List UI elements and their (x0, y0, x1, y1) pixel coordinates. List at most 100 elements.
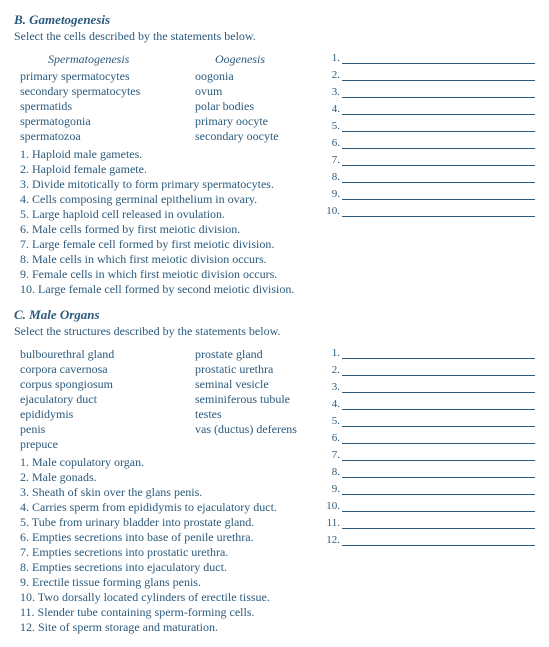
term-left: secondary spermatocytes (14, 84, 195, 99)
section-b-left: Spermatogenesis Oogenesis primary sperma… (14, 52, 314, 297)
answer-num: 9. (322, 483, 342, 495)
answer-blank[interactable] (342, 501, 535, 512)
answer-blank[interactable] (342, 450, 535, 461)
answer-num: 5. (322, 415, 342, 427)
term-right: oogonia (195, 69, 314, 84)
answer-blank[interactable] (342, 399, 535, 410)
term-left: spermatids (14, 99, 195, 114)
answer-blank[interactable] (342, 382, 535, 393)
term-right: primary oocyte (195, 114, 314, 129)
question: 2. Male gonads. (20, 470, 314, 485)
section-b-term-header: Spermatogenesis Oogenesis (14, 52, 314, 67)
term-left: spermatozoa (14, 129, 195, 144)
question: 10. Two dorsally located cylinders of er… (20, 590, 314, 605)
answer-num: 2. (322, 364, 342, 376)
term-right: polar bodies (195, 99, 314, 114)
term-right: secondary oocyte (195, 129, 314, 144)
answer-blank[interactable] (342, 104, 535, 115)
answer-blank[interactable] (342, 206, 535, 217)
question: 10. Large female cell formed by second m… (20, 282, 314, 297)
question: 7. Large female cell formed by first mei… (20, 237, 314, 252)
question: 4. Carries sperm from epididymis to ejac… (20, 500, 314, 515)
question: 8. Empties secretions into ejaculatory d… (20, 560, 314, 575)
answer-num: 6. (322, 432, 342, 444)
answer-num: 8. (322, 466, 342, 478)
term-right: prostatic urethra (195, 362, 314, 377)
header-spermatogenesis: Spermatogenesis (14, 52, 203, 67)
term-left: penis (14, 422, 195, 437)
question: 4. Cells composing germinal epithelium i… (20, 192, 314, 207)
section-c: C. Male Organs Select the structures des… (14, 307, 535, 635)
answer-blank[interactable] (342, 189, 535, 200)
term-right: testes (195, 407, 314, 422)
term-left: epididymis (14, 407, 195, 422)
answer-blank[interactable] (342, 416, 535, 427)
question: 9. Erectile tissue forming glans penis. (20, 575, 314, 590)
section-c-instruction: Select the structures described by the s… (14, 324, 535, 339)
answer-blank[interactable] (342, 467, 535, 478)
answer-blank[interactable] (342, 155, 535, 166)
term-right: prostate gland (195, 347, 314, 362)
answer-num: 4. (322, 103, 342, 115)
section-b-body: Spermatogenesis Oogenesis primary sperma… (14, 52, 535, 297)
answer-blank[interactable] (342, 53, 535, 64)
term-left: corpora cavernosa (14, 362, 195, 377)
answer-num: 3. (322, 381, 342, 393)
question: 7. Empties secretions into prostatic ure… (20, 545, 314, 560)
question: 6. Male cells formed by first meiotic di… (20, 222, 314, 237)
term-right (195, 437, 314, 452)
answer-blank[interactable] (342, 121, 535, 132)
answer-blank[interactable] (342, 87, 535, 98)
section-c-left: bulbourethral glandprostate gland corpor… (14, 347, 314, 635)
term-left: prepuce (14, 437, 195, 452)
section-c-questions: 1. Male copulatory organ. 2. Male gonads… (14, 455, 314, 635)
question: 2. Haploid female gamete. (20, 162, 314, 177)
answer-num: 6. (322, 137, 342, 149)
section-c-answers: 1. 2. 3. 4. 5. 6. 7. 8. 9. 10. 11. 12. (314, 347, 535, 551)
question: 11. Slender tube containing sperm-formin… (20, 605, 314, 620)
term-right: ovum (195, 84, 314, 99)
section-b-answers: 1. 2. 3. 4. 5. 6. 7. 8. 9. 10. (314, 52, 535, 222)
term-left: corpus spongiosum (14, 377, 195, 392)
answer-num: 4. (322, 398, 342, 410)
answer-blank[interactable] (342, 535, 535, 546)
answer-num: 5. (322, 120, 342, 132)
answer-blank[interactable] (342, 348, 535, 359)
answer-blank[interactable] (342, 433, 535, 444)
answer-blank[interactable] (342, 484, 535, 495)
answer-num: 10. (322, 500, 342, 512)
answer-blank[interactable] (342, 172, 535, 183)
section-b-questions: 1. Haploid male gametes. 2. Haploid fema… (14, 147, 314, 297)
term-right: seminiferous tubule (195, 392, 314, 407)
term-left: ejaculatory duct (14, 392, 195, 407)
section-c-body: bulbourethral glandprostate gland corpor… (14, 347, 535, 635)
answer-num: 7. (322, 449, 342, 461)
answer-blank[interactable] (342, 518, 535, 529)
term-left: bulbourethral gland (14, 347, 195, 362)
section-b-title: B. Gametogenesis (14, 12, 535, 28)
answer-blank[interactable] (342, 70, 535, 81)
section-b: B. Gametogenesis Select the cells descri… (14, 12, 535, 297)
answer-num: 3. (322, 86, 342, 98)
answer-num: 2. (322, 69, 342, 81)
answer-num: 12. (322, 534, 342, 546)
term-left: spermatogonia (14, 114, 195, 129)
question: 1. Haploid male gametes. (20, 147, 314, 162)
question: 8. Male cells in which first meiotic div… (20, 252, 314, 267)
answer-num: 10. (322, 205, 342, 217)
header-oogenesis: Oogenesis (203, 52, 314, 67)
question: 12. Site of sperm storage and maturation… (20, 620, 314, 635)
question: 6. Empties secretions into base of penil… (20, 530, 314, 545)
term-right: vas (ductus) deferens (195, 422, 314, 437)
answer-num: 1. (322, 347, 342, 359)
answer-blank[interactable] (342, 365, 535, 376)
question: 3. Divide mitotically to form primary sp… (20, 177, 314, 192)
question: 9. Female cells in which first meiotic d… (20, 267, 314, 282)
answer-num: 11. (322, 517, 342, 529)
answer-num: 8. (322, 171, 342, 183)
section-c-title: C. Male Organs (14, 307, 535, 323)
answer-num: 1. (322, 52, 342, 64)
question: 3. Sheath of skin over the glans penis. (20, 485, 314, 500)
answer-blank[interactable] (342, 138, 535, 149)
section-b-instruction: Select the cells described by the statem… (14, 29, 535, 44)
